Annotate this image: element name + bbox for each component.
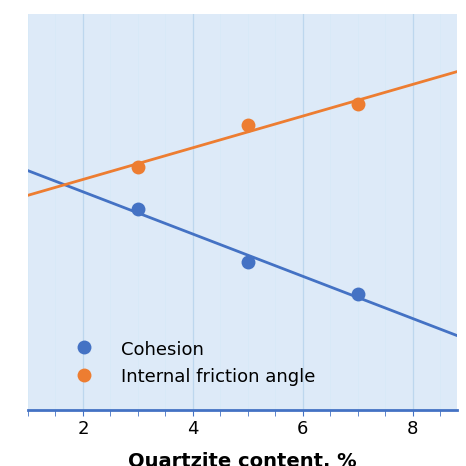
Internal friction angle (135, 164, 141, 170)
Internal friction angle (355, 101, 361, 107)
Cohesion (135, 206, 141, 212)
Line: Cohesion: Cohesion (131, 202, 365, 301)
Internal friction angle (245, 122, 251, 128)
Cohesion (355, 291, 361, 297)
Cohesion (245, 260, 251, 265)
Line: Internal friction angle: Internal friction angle (131, 97, 365, 174)
X-axis label: Quartzite content, %: Quartzite content, % (128, 452, 356, 466)
Legend: Cohesion, Internal friction angle: Cohesion, Internal friction angle (54, 333, 322, 393)
